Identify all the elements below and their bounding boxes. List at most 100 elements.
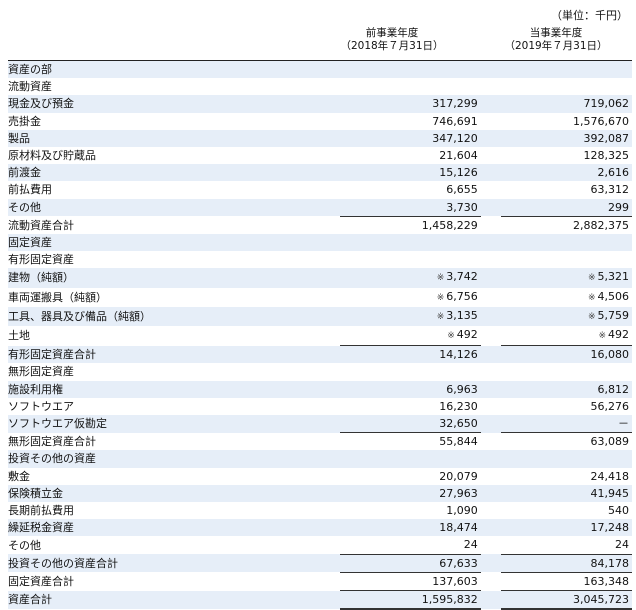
curr-period-value: 299 <box>500 198 632 217</box>
spacer <box>480 590 501 610</box>
value-text: 128,325 <box>583 149 630 163</box>
curr-period-header: 当事業年度 （2019年７月31日） <box>482 27 630 53</box>
table-row: 投資その他の資産 <box>8 450 632 468</box>
value-text: － <box>618 417 629 431</box>
prev-period-value: 21,604 <box>340 147 481 165</box>
table-row: ソフトウエア 16,230 56,276 <box>8 397 632 416</box>
table-row: 有形固定資産合計 14,126 16,080 <box>8 345 632 364</box>
curr-period-value: ※ 4,506 <box>500 287 632 307</box>
spacer <box>480 345 501 364</box>
spacer <box>320 397 341 416</box>
value-text: 84,178 <box>590 556 630 570</box>
spacer <box>320 467 341 485</box>
table-row: 流動資産合計 1,458,229 2,882,375 <box>8 215 632 235</box>
spacer <box>480 519 501 537</box>
table-row: 流動資産 <box>8 78 632 96</box>
note-mark: ※ <box>587 273 596 284</box>
value-text: 1,458,229 <box>421 218 478 232</box>
value-text: 3,730 <box>446 200 478 214</box>
spacer <box>320 380 341 398</box>
row-label: 保険積立金 <box>8 484 321 503</box>
value-text: 41,945 <box>590 486 630 500</box>
spacer <box>480 216 501 235</box>
spacer <box>320 450 341 468</box>
table-row: 現金及び預金 317,299 719,062 <box>8 95 632 113</box>
value-text: 3,135 <box>446 308 478 322</box>
prev-period-value: 347,120 <box>340 129 481 148</box>
prev-period-value: 1,458,229 <box>340 215 481 235</box>
prev-period-value: 317,299 <box>340 95 481 113</box>
prev-period-value: 137,603 <box>340 571 481 591</box>
curr-period-value: ※ 5,321 <box>500 268 632 288</box>
row-label: ソフトウエア <box>8 397 321 416</box>
curr-period-value: 540 <box>500 502 632 520</box>
value-text: 27,963 <box>439 486 478 500</box>
spacer <box>320 572 341 591</box>
spacer <box>480 95 501 113</box>
value-text: 492 <box>608 328 629 342</box>
curr-period-value: 84,178 <box>500 553 632 573</box>
value-text: 540 <box>608 504 629 518</box>
table-row: ソフトウエア仮勘定 32,650 － <box>8 415 632 433</box>
table-row: 保険積立金 27,963 41,945 <box>8 484 632 503</box>
prev-period-value: ※ 3,135 <box>340 306 481 327</box>
value-text: 3,742 <box>446 270 478 284</box>
spacer <box>480 251 501 269</box>
spacer <box>480 502 501 520</box>
balance-sheet-table: 資産の部 流動資産 現金及び預金 317,299 719,062 売掛金 746,691 1,… <box>8 61 632 610</box>
value-text: 1,090 <box>446 504 478 518</box>
curr-period-value <box>500 251 632 269</box>
spacer <box>480 306 501 327</box>
value-text: 317,299 <box>432 97 478 111</box>
value-text: 63,312 <box>590 183 630 197</box>
row-label: 有形固定資産合計 <box>8 345 321 364</box>
curr-period-value: 128,325 <box>500 147 632 165</box>
note-mark: ※ <box>447 331 455 342</box>
unit-label: （単位：千円） <box>551 9 628 22</box>
spacer <box>320 345 341 364</box>
row-label: 車両運搬具（純額） <box>8 287 321 307</box>
prev-period-value: 1,595,832 <box>340 590 481 610</box>
table-row: 売掛金 746,691 1,576,670 <box>8 112 632 130</box>
curr-period-value: 63,312 <box>500 181 632 199</box>
balance-sheet-body: 資産の部 流動資産 現金及び預金 317,299 719,062 売掛金 746,691 1,… <box>8 61 632 610</box>
value-text: 299 <box>608 200 629 214</box>
value-text: 67,633 <box>439 556 478 570</box>
table-row: 工具、器具及び備品（純額） ※ 3,135 ※ 5,759 <box>8 306 632 327</box>
table-row: 車両運搬具（純額） ※ 6,756 ※ 4,506 <box>8 287 632 307</box>
spacer <box>480 450 501 468</box>
value-text: 17,248 <box>590 521 630 535</box>
value-text: 1,576,670 <box>573 114 629 128</box>
row-label: ソフトウエア仮勘定 <box>8 415 321 433</box>
row-label: 売掛金 <box>8 112 321 130</box>
curr-period-value: 392,087 <box>500 129 632 148</box>
spacer <box>320 432 341 451</box>
prev-period-value <box>340 61 481 79</box>
prev-period-value: 15,126 <box>340 164 481 182</box>
value-text: 137,603 <box>432 574 478 588</box>
spacer <box>480 61 501 79</box>
prev-period-value: 27,963 <box>340 484 481 503</box>
table-row: 原材料及び貯蔵品 21,604 128,325 <box>8 147 632 165</box>
prev-period-value: ※ 3,742 <box>340 268 481 288</box>
table-row: 無形固定資産 <box>8 363 632 381</box>
prev-period-value: 6,655 <box>340 181 481 199</box>
value-text: 24,418 <box>590 469 630 483</box>
prev-period-value: 6,963 <box>340 380 481 398</box>
curr-period-value: ※ 492 <box>500 326 632 346</box>
spacer <box>480 326 501 346</box>
value-text: 2,882,375 <box>573 218 629 232</box>
spacer <box>480 536 501 555</box>
table-row: 土地 ※ 492 ※ 492 <box>8 326 632 346</box>
curr-period-value: 2,882,375 <box>500 215 632 235</box>
value-text: 3,045,723 <box>573 593 629 607</box>
note-mark: ※ <box>436 273 445 284</box>
value-text: 746,691 <box>432 114 478 128</box>
row-label: 施設利用権 <box>8 380 321 398</box>
spacer <box>320 78 341 96</box>
value-text: 18,474 <box>439 521 478 535</box>
spacer <box>320 306 341 327</box>
spacer <box>320 147 341 165</box>
table-row: 固定資産 <box>8 234 632 252</box>
curr-period-value: 24 <box>500 536 632 555</box>
